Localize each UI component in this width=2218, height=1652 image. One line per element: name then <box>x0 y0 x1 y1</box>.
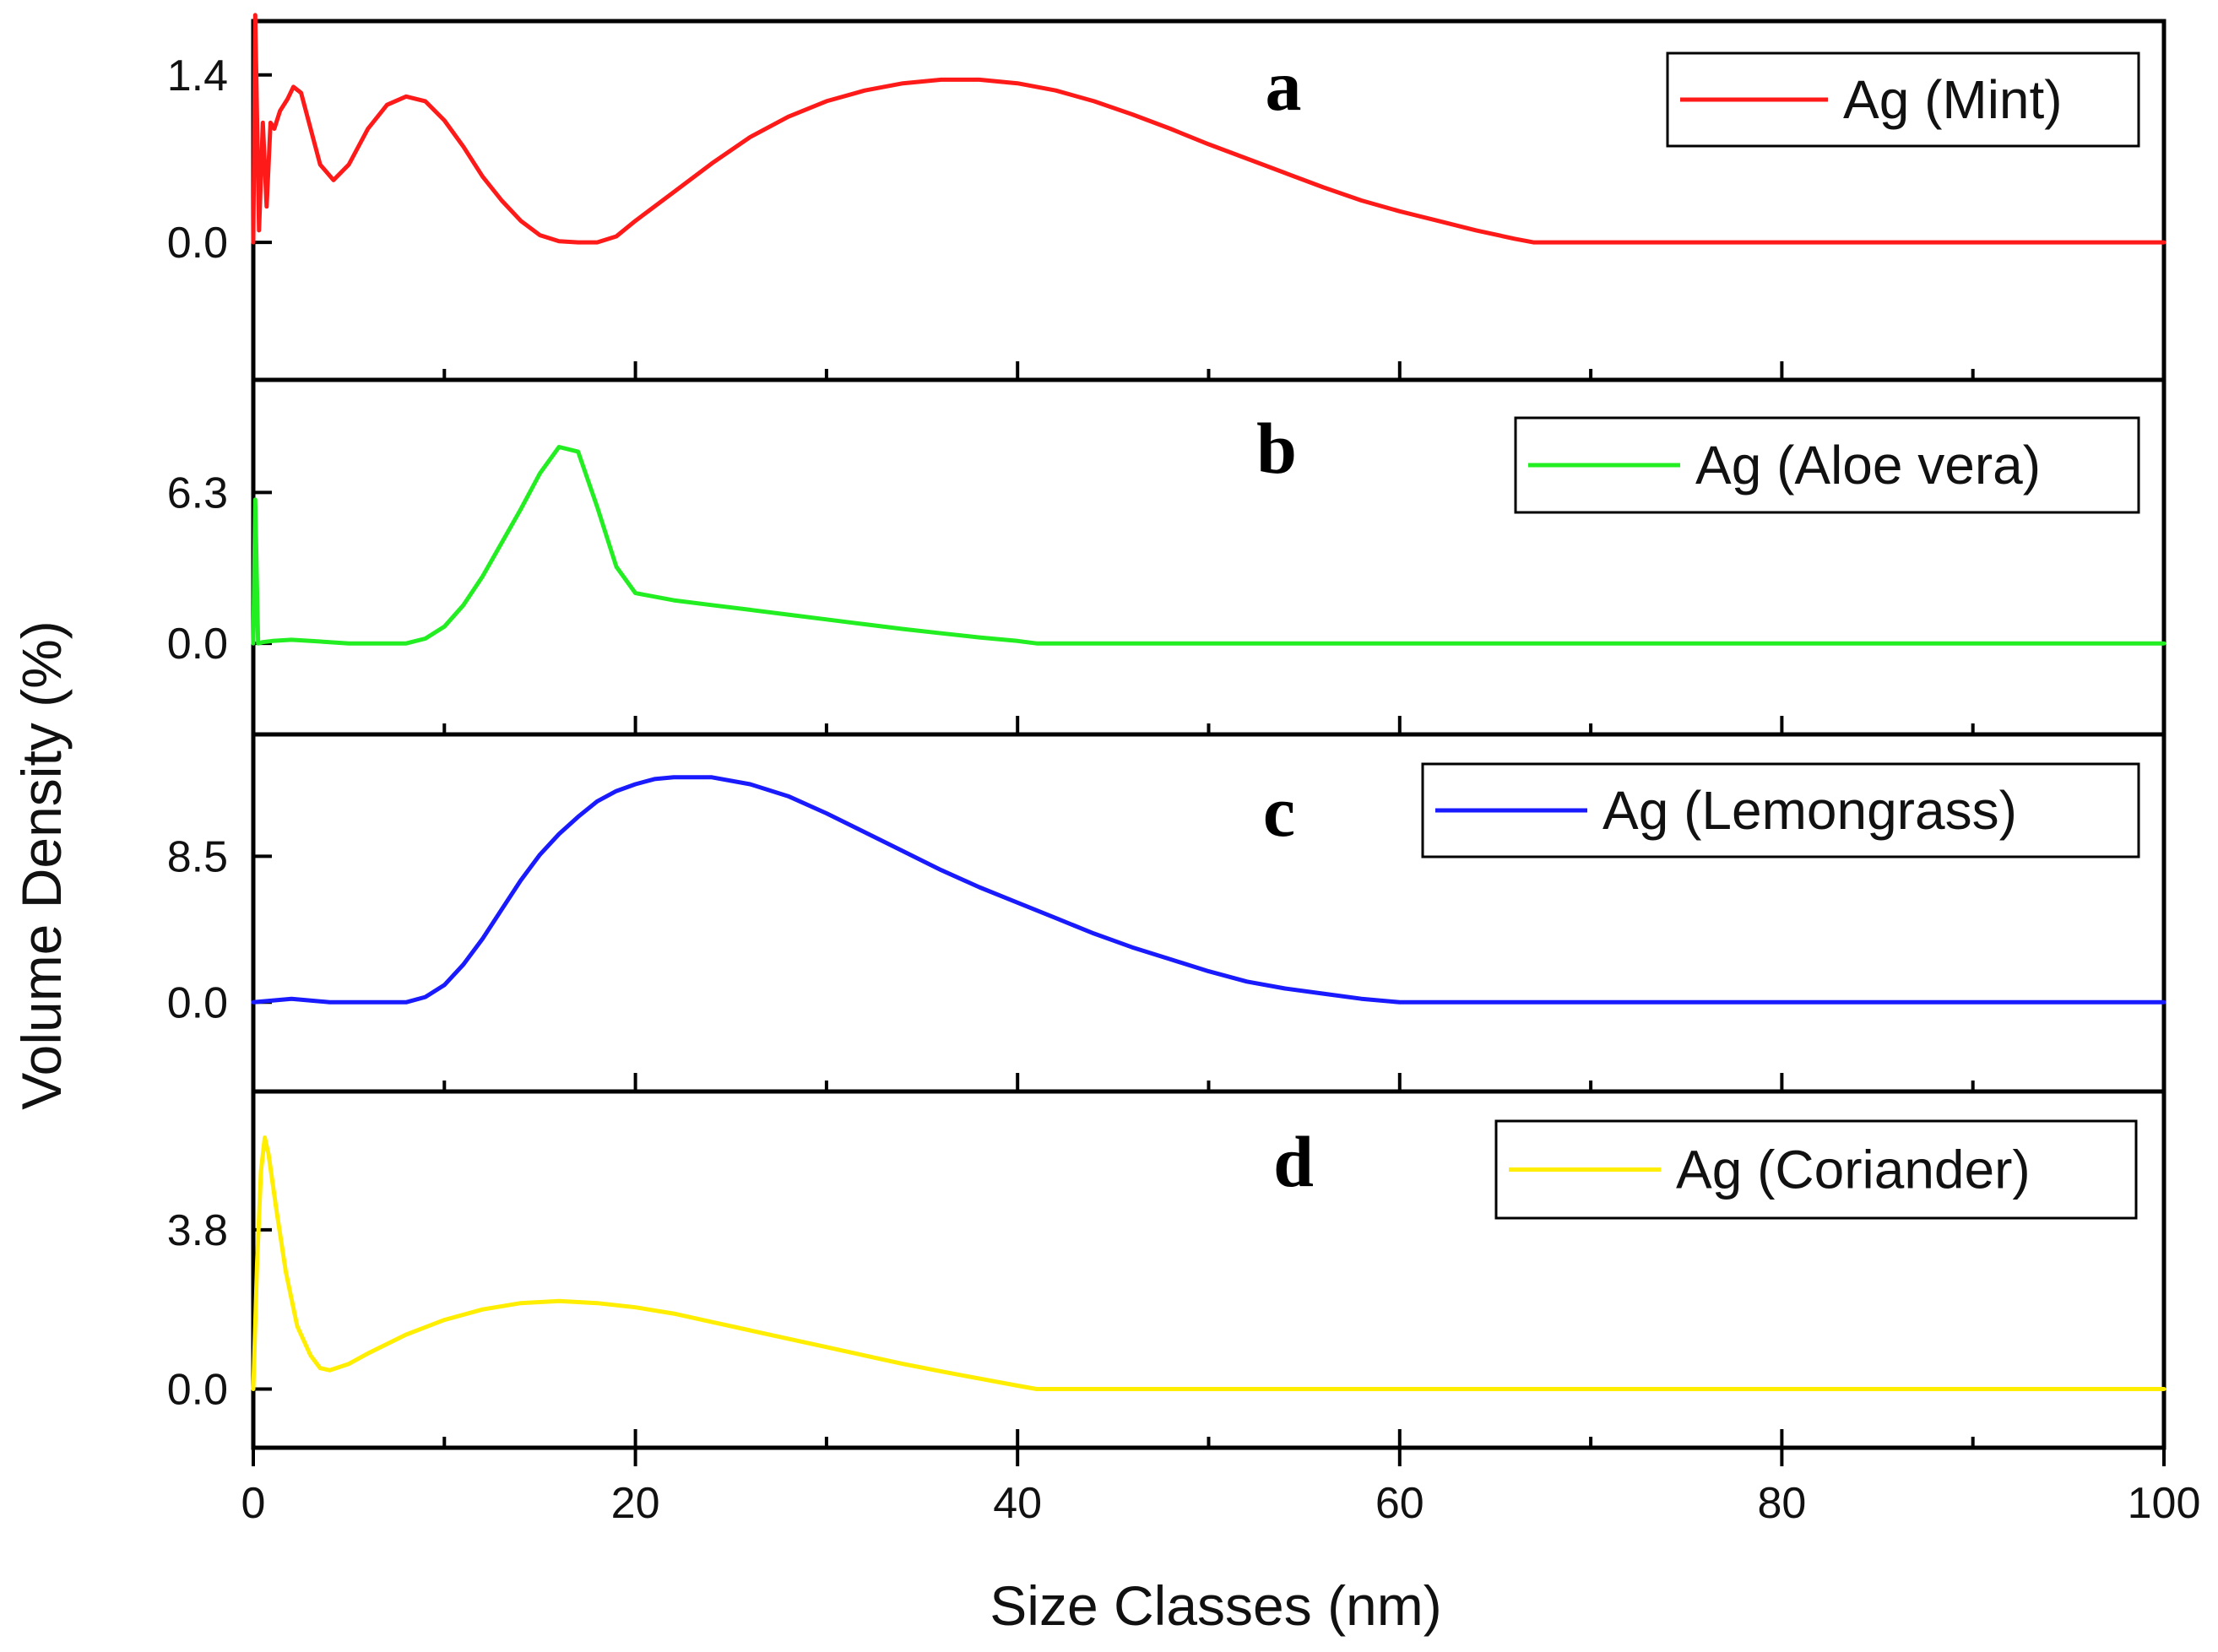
y-tick-label: 8.5 <box>167 832 228 881</box>
y-tick-label: 1.4 <box>167 51 228 100</box>
x-axis: 0 20 40 60 80 100 <box>241 1448 2201 1528</box>
series-line-b <box>251 445 2166 646</box>
panels-group: 0.01.4 a Ag (Mint)0.06.3b Ag (Aloe vera)0.0… <box>167 13 2166 1450</box>
y-axis-title: Volume Density (%) <box>10 620 73 1110</box>
series-line-c <box>251 775 2166 1005</box>
series-line-a <box>251 13 2166 245</box>
legend: Ag (Mint) <box>1666 51 2140 148</box>
panel-c: 0.0 8.5 c Ag (Lemongrass) <box>167 732 2166 1094</box>
legend-label: Ag (Mint) <box>1843 69 2063 130</box>
panel-letter: d <box>1273 1121 1314 1202</box>
panel-letter: a <box>1266 45 1302 126</box>
panel-d: 0.0 3.8 d Ag (Coriander) <box>167 1089 2166 1450</box>
x-tick-label: 100 <box>2128 1479 2201 1528</box>
y-axis-title-group: Volume Density (%) <box>10 620 73 1110</box>
panel-letter: b <box>1256 408 1297 489</box>
y-tick-label: 0.0 <box>167 620 228 669</box>
x-tick-label: 60 <box>1375 1479 1424 1528</box>
panel-a: 0.0 1.4 a Ag (Mint) <box>167 13 2166 382</box>
x-tick-label: 40 <box>993 1479 1042 1528</box>
y-tick-label: 3.8 <box>167 1206 228 1255</box>
legend: Ag (Aloe vera) <box>1514 416 2140 514</box>
series-line-d <box>251 1135 2166 1391</box>
panel-letter: c <box>1263 771 1295 852</box>
legend: Ag (Lemongrass) <box>1421 762 2140 858</box>
legend-label: Ag (Coriander) <box>1676 1140 2031 1200</box>
y-tick-label: 0.0 <box>167 978 228 1027</box>
y-tick-label: 6.3 <box>167 469 228 517</box>
x-axis-title: Size Classes (nm) <box>990 1574 1441 1637</box>
panel-b: 0.0 6.3 b Ag (Aloe vera) <box>167 377 2166 737</box>
y-tick-label: 0.0 <box>167 1365 228 1414</box>
legend: Ag (Coriander) <box>1494 1119 2138 1220</box>
x-tick-label: 0 <box>241 1479 266 1528</box>
y-tick-label: 0.0 <box>167 219 228 268</box>
x-tick-label: 20 <box>611 1479 660 1528</box>
x-tick-label: 80 <box>1757 1479 1806 1528</box>
legend-label: Ag (Aloe vera) <box>1695 435 2041 496</box>
legend-label: Ag (Lemongrass) <box>1602 780 2017 841</box>
